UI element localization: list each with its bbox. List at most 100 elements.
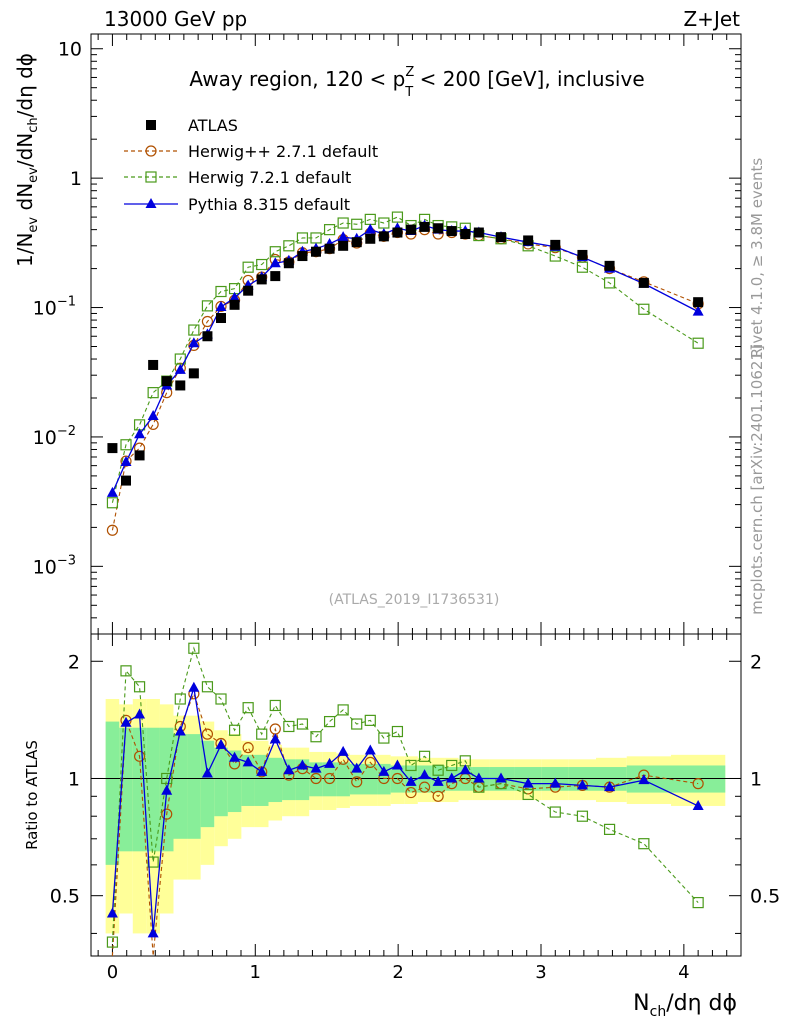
ratio-tick-label-right: 2 [750,651,762,673]
ratio-band-inner [132,727,147,852]
ratio-point [310,731,322,743]
data-point [216,313,226,324]
data-point [523,235,534,246]
data-point [174,363,186,374]
data-point [337,231,349,242]
data-point [106,524,119,536]
ratio-point [242,742,254,754]
ratio-point [459,764,471,775]
legend-label: Herwig 7.2.1 default [188,168,351,187]
data-point [229,299,240,310]
ratio-point [576,779,588,790]
ratio-point [391,725,404,738]
data-point [188,337,200,348]
ratio-point [638,838,650,850]
ratio-point [446,772,458,783]
ratio-point [522,777,534,788]
ratio-band-inner [146,727,160,852]
y-tick-label: 10−3 [33,553,76,578]
data-point [215,300,227,311]
data-point [296,232,309,244]
ratio-y-axis-label: Ratio to ATLAS [23,740,41,850]
ratio-point [337,704,349,716]
ratio-series-2 [106,681,704,938]
ratio-point [324,757,336,768]
ratio-point [337,745,349,756]
series-line [111,216,699,503]
ratio-point [351,762,363,773]
data-point [311,246,321,257]
data-point [692,337,704,349]
data-point [134,450,145,461]
ratio-point [133,750,146,762]
side-label-mcplots: mcplots.cern.ch [arXiv:2401.10621] [748,345,766,615]
data-point [364,223,376,234]
data-point [391,211,404,223]
ratio-point [215,693,227,705]
ratio-uncertainty-bands [91,699,741,934]
ratio-point [391,772,404,785]
ratio-band-inner [626,765,671,793]
data-point [392,227,403,238]
data-point [106,497,119,509]
data-point [378,217,390,229]
ratio-point [418,750,431,762]
ratio-tick-label: 0.5 [50,886,80,908]
data-point [202,331,213,342]
ratio-point [242,756,254,767]
ratio-tick-label: 2 [68,651,80,673]
ratio-point [161,772,173,785]
data-point [269,246,281,258]
header-left: 13000 GeV pp [104,7,247,31]
ratio-band-inner [227,750,242,813]
ratio-line [111,646,699,943]
ratio-band-inner [200,740,215,828]
ratio-point [378,732,390,744]
ratio-point [364,756,376,768]
ratio-point [120,716,132,727]
data-point [107,443,118,454]
data-point [496,232,506,243]
data-point [323,224,336,236]
ratio-band-inner [268,757,283,803]
ratio-line [111,692,699,957]
data-point [365,233,376,244]
data-point [692,305,704,316]
ratio-point [283,720,295,733]
data-point [351,218,363,230]
data-point [283,258,294,269]
data-point [121,475,131,486]
legend-marker [146,120,156,130]
x-tick-label: 0 [107,962,118,983]
ratio-point [495,772,507,783]
data-point [201,300,214,312]
y-tick-label: 1 [70,168,82,190]
data-point [270,271,281,282]
ratio-band-inner [363,763,378,795]
y-tick-label: 10−1 [33,295,76,320]
series-2 [106,211,704,509]
ratio-point [228,724,241,736]
ratio-panel-frame [90,633,742,957]
data-point [297,251,308,262]
data-point [147,387,159,399]
ratio-band-inner [119,727,133,852]
ratio-point [692,778,704,790]
legend-marker [145,198,157,208]
ratio-point [296,718,309,730]
ratio-point [201,681,214,693]
ratio-point [310,762,322,773]
ratio-band-inner [173,734,188,839]
analysis-id: (ATLAS_2019_I1736531) [329,592,500,608]
ratio-point [692,896,704,909]
ratio-point [269,699,281,712]
data-point [256,274,267,285]
ratio-point [256,765,268,776]
ratio-band-inner [214,747,228,817]
y-axis-label: 1/Nev dNev/dNch/dη dϕ [13,53,41,267]
ratio-point [323,772,336,785]
ratio-point [229,751,241,762]
y-tick-label: 10 [58,39,82,61]
ratio-tick-label: 1 [68,768,80,790]
